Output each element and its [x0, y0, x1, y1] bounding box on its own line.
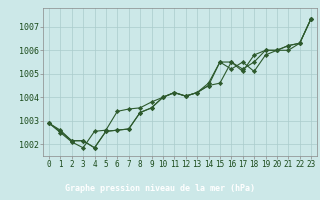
Text: Graphe pression niveau de la mer (hPa): Graphe pression niveau de la mer (hPa): [65, 184, 255, 193]
